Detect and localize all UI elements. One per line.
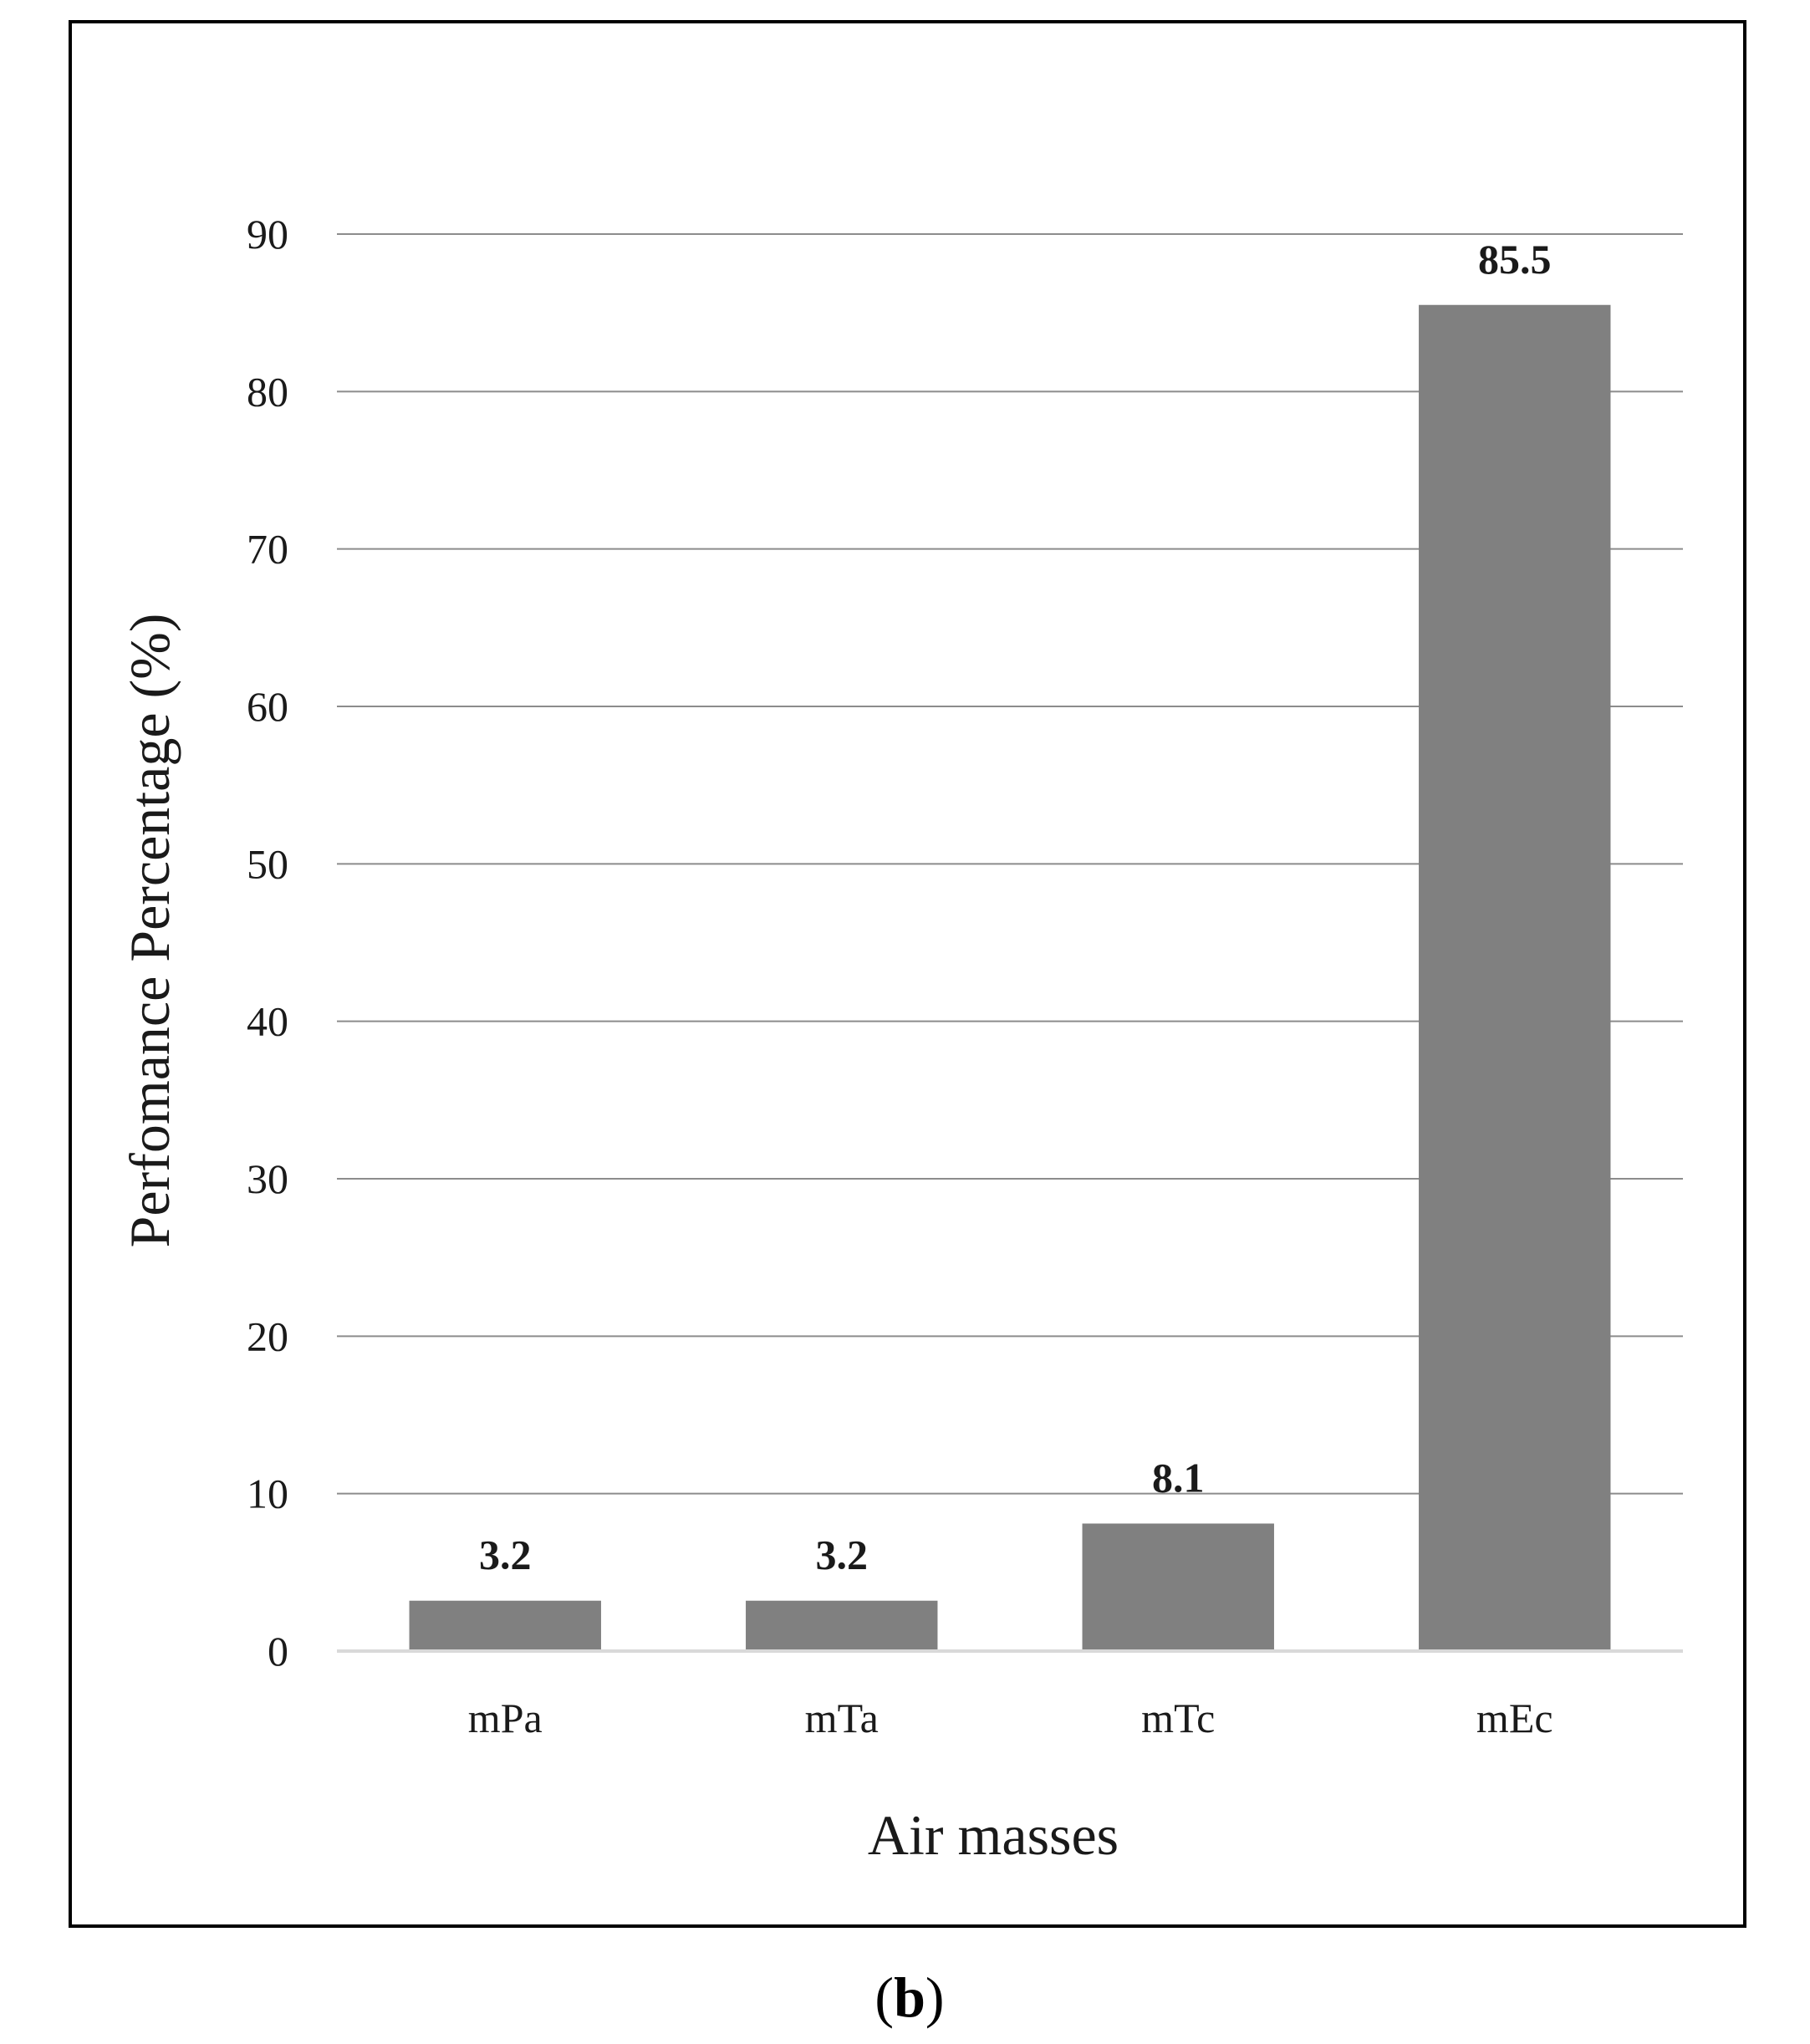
value-label-mTa: 3.2 xyxy=(816,1532,869,1578)
y-tick-label: 80 xyxy=(247,368,288,415)
bar-mTc xyxy=(1082,1523,1274,1651)
y-tick-label: 70 xyxy=(247,526,288,573)
bars xyxy=(409,304,1611,1651)
x-axis-categories: mPa mTa mTc mEc xyxy=(468,1695,1553,1741)
value-labels: 3.2 3.2 8.1 85.5 xyxy=(479,236,1552,1578)
y-tick-label: 40 xyxy=(247,998,288,1045)
value-label-mEc: 85.5 xyxy=(1478,236,1552,283)
value-label-mPa: 3.2 xyxy=(479,1532,532,1578)
y-axis-title: Perfomance Percentage (%) xyxy=(118,614,181,1248)
value-label-mTc: 8.1 xyxy=(1152,1454,1205,1501)
y-axis-ticks: 0 10 20 30 40 50 60 70 80 90 xyxy=(247,211,288,1674)
y-tick-label: 20 xyxy=(247,1313,288,1359)
y-tick-label: 0 xyxy=(268,1628,288,1674)
panel-label-letter: b xyxy=(894,1965,925,2029)
panel-label-open: ( xyxy=(874,1965,894,2029)
y-tick-label: 30 xyxy=(247,1155,288,1202)
y-tick-label: 60 xyxy=(247,683,288,730)
x-tick-label: mTc xyxy=(1141,1695,1215,1741)
panel-label-close: ) xyxy=(925,1965,945,2029)
x-axis-title: Air masses xyxy=(868,1803,1119,1867)
x-tick-label: mPa xyxy=(468,1695,543,1741)
y-tick-label: 50 xyxy=(247,840,288,887)
bar-mPa xyxy=(409,1600,601,1651)
y-tick-label: 90 xyxy=(247,211,288,257)
x-tick-label: mEc xyxy=(1476,1695,1553,1741)
bar-mEc xyxy=(1419,304,1611,1651)
x-tick-label: mTa xyxy=(805,1695,879,1741)
bar-mTa xyxy=(746,1600,938,1651)
panel-label: (b) xyxy=(874,1965,944,2029)
y-tick-label: 10 xyxy=(247,1471,288,1517)
